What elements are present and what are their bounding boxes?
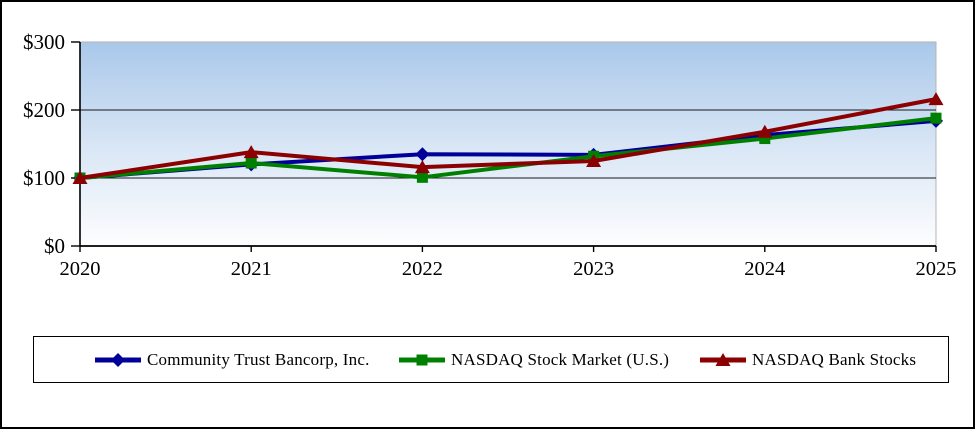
svg-text:2021: 2021 <box>231 258 272 280</box>
legend-label: NASDAQ Bank Stocks <box>752 349 917 369</box>
performance-graph: $0 $100 $200 $300 2020 2021 2022 2023 2024 2025 <box>2 2 975 312</box>
svg-text:2022: 2022 <box>402 258 443 280</box>
svg-text:2025: 2025 <box>916 258 957 280</box>
triangle-marker-icon <box>700 352 746 368</box>
square-marker-icon <box>399 352 445 368</box>
legend-item-nasdaq-stock-market: NASDAQ Stock Market (U.S.) <box>399 350 669 370</box>
svg-text:2023: 2023 <box>573 258 614 280</box>
chart-legend: Community Trust Bancorp, Inc. NASDAQ Sto… <box>33 336 949 383</box>
legend-item-nasdaq-bank-stocks: NASDAQ Bank Stocks <box>700 350 916 370</box>
svg-text:$100: $100 <box>23 166 65 190</box>
svg-text:2024: 2024 <box>744 258 785 280</box>
diamond-marker-icon <box>95 352 141 368</box>
svg-text:$200: $200 <box>23 98 65 122</box>
svg-text:2020: 2020 <box>60 258 101 280</box>
svg-text:$0: $0 <box>44 234 65 258</box>
legend-label: NASDAQ Stock Market (U.S.) <box>451 349 670 369</box>
svg-text:$300: $300 <box>23 30 65 54</box>
legend-item-community-trust: Community Trust Bancorp, Inc. <box>95 350 370 370</box>
legend-label: Community Trust Bancorp, Inc. <box>147 349 370 369</box>
line-chart-plot: $0 $100 $200 $300 2020 2021 2022 2023 2024 2025 <box>23 30 957 280</box>
